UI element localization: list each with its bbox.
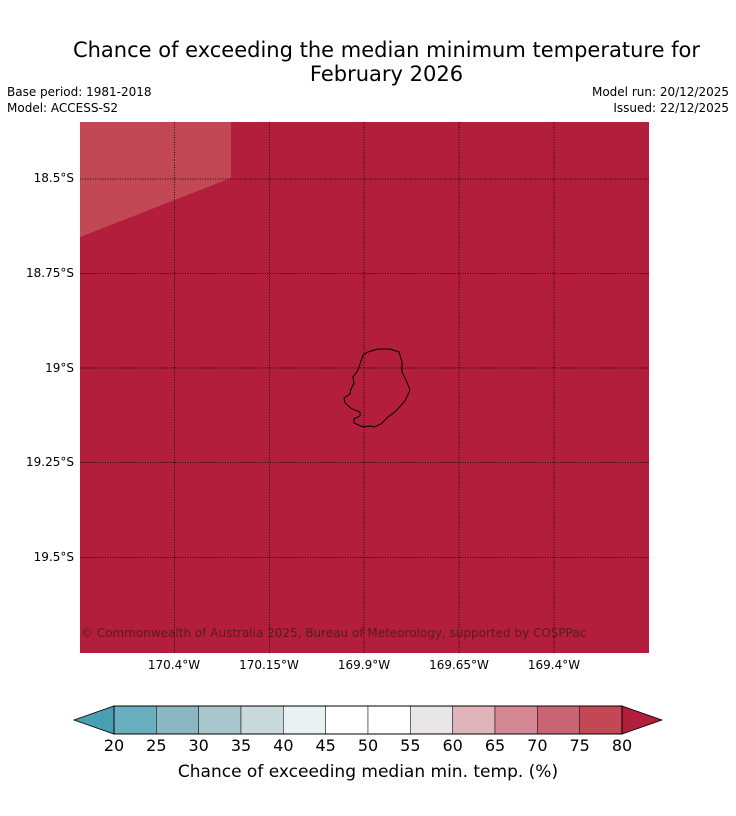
model-run-text: Model run: 20/12/2025: [591, 85, 729, 99]
colorbar-tick-label: 60: [442, 736, 463, 755]
colorbar-tick-label: 55: [400, 736, 421, 755]
lon-label: 169.4°W: [527, 658, 581, 672]
page-title: Chance of exceeding the median minimum t…: [0, 38, 736, 86]
colorbar-box: [156, 705, 199, 735]
lon-label: 169.9°W: [337, 658, 391, 672]
colorbar-tick-label: 40: [273, 736, 294, 755]
lat-label: 19°S: [45, 361, 74, 375]
lat-label: 19.5°S: [33, 550, 74, 564]
title-line-1: Chance of exceeding the median minimum t…: [72, 38, 701, 62]
colorbar-extend-low: [72, 705, 115, 735]
lon-label: 170.4°W: [147, 658, 201, 672]
meta-right: Model run: 20/12/2025 Issued: 22/12/2025: [592, 84, 729, 116]
colorbar-box: [494, 705, 538, 735]
colorbar-outline: [113, 705, 623, 735]
meta-left: Base period: 1981-2018 Model: ACCESS-S2: [7, 84, 152, 116]
colorbar-boxes: [72, 705, 664, 735]
niue-island-outline: [343, 348, 411, 428]
colorbar-box: [240, 705, 284, 735]
colorbar-tick-label: 80: [611, 736, 633, 755]
colorbar-box: [410, 705, 453, 735]
colorbar-extend-high: [621, 705, 664, 735]
colorbar-box: [452, 705, 496, 735]
issued-text: Issued: 22/12/2025: [613, 101, 729, 115]
map-panel[interactable]: [80, 122, 649, 653]
colorbar-tick-label: 75: [569, 736, 590, 755]
colorbar-box: [579, 705, 623, 735]
gridlines: [80, 122, 649, 653]
colorbar-tick-label: 20: [103, 736, 125, 755]
colorbar-tick-label: 25: [146, 736, 167, 755]
colorbar-box: [198, 705, 242, 735]
colorbar-tick-label: 30: [188, 736, 209, 755]
colorbar-tick-label: 35: [230, 736, 252, 755]
lat-label: 18.75°S: [26, 266, 74, 280]
colorbar-box: [537, 705, 580, 735]
colorbar-tick-label: 50: [357, 736, 379, 755]
colorbar-box: [325, 705, 369, 735]
colorbar-box: [367, 705, 411, 735]
model-text: Model: ACCESS-S2: [7, 101, 119, 115]
copyright-text: © Commonwealth of Australia 2025, Bureau…: [81, 626, 587, 640]
base-period-text: Base period: 1981-2018: [7, 85, 152, 99]
colorbar-tick-label: 65: [484, 736, 506, 755]
colorbar-box: [283, 705, 326, 735]
colorbar-title: Chance of exceeding median min. temp. (%…: [177, 762, 559, 782]
lat-label: 18.5°S: [33, 171, 74, 185]
colorbar-tick-label: 70: [527, 736, 548, 755]
colorbar-tick-label: 45: [315, 736, 336, 755]
title-line-2: February 2026: [309, 62, 464, 86]
lon-label: 169.65°W: [429, 658, 489, 672]
colorbar-box: [113, 705, 157, 735]
lon-label: 170.15°W: [239, 658, 299, 672]
lat-label: 19.25°S: [26, 455, 74, 469]
colorbar: [72, 705, 664, 735]
